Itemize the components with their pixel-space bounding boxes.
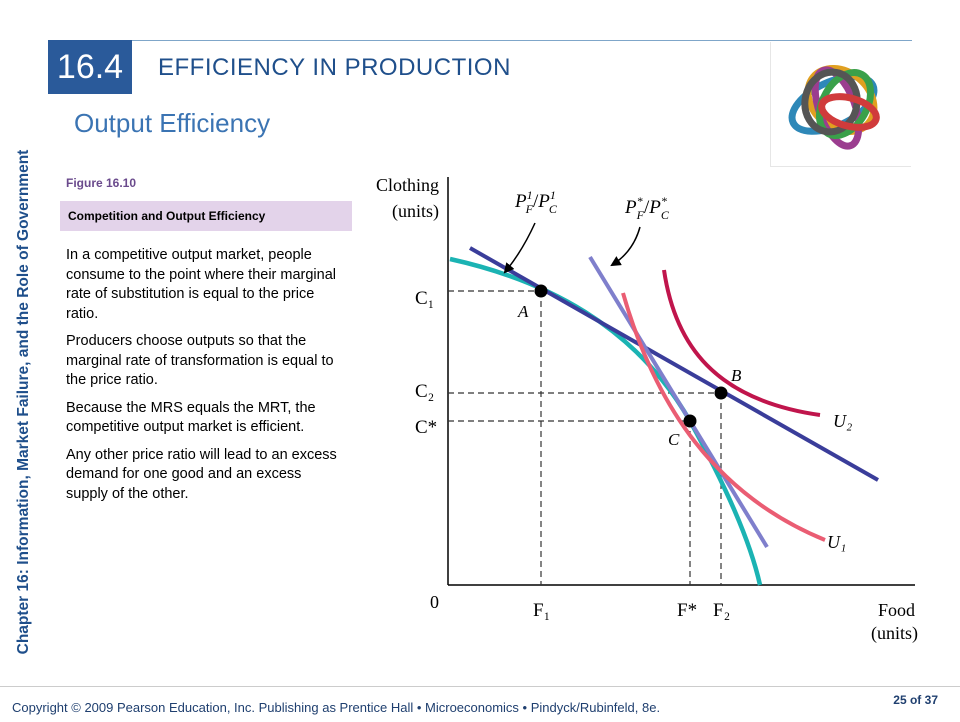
x-tick-f1: F₁ (533, 600, 550, 621)
arrow-1-icon (503, 222, 536, 274)
u2-label: U₂ (833, 411, 852, 431)
x-axis-label: Food (878, 600, 915, 620)
price-line-star (588, 255, 769, 549)
u1-label: U₁ (827, 532, 846, 552)
x-tick-f2: F₂ (713, 600, 730, 621)
ppf-curve (449, 256, 763, 586)
point-b (714, 386, 728, 400)
arrow-star-icon (610, 226, 641, 267)
figure-caption: Competition and Output Efficiency (60, 201, 352, 231)
point-c-label: C (668, 430, 680, 449)
paragraph: Producers choose outputs so that the mar… (66, 333, 334, 388)
page-number: 25 of 37 (893, 693, 938, 707)
slide-subtitle: Output Efficiency (74, 108, 271, 138)
figure-number: Figure 16.10 (66, 176, 137, 190)
x-axis-unit: (units) (871, 623, 918, 644)
header-rule (48, 40, 912, 41)
point-c (683, 414, 697, 428)
point-a-label: A (517, 302, 529, 321)
section-title: EFFICIENCY IN PRODUCTION (158, 54, 511, 81)
section-number: 16.4 (48, 40, 132, 94)
point-a (534, 284, 548, 298)
point-b-label: B (731, 366, 742, 385)
y-tick-cstar: C* (415, 417, 437, 438)
y-tick-c2: C₂ (415, 381, 434, 402)
y-axis-label: Clothing (376, 175, 439, 195)
indifference-curve-u2 (662, 269, 821, 417)
y-tick-c1: C₁ (415, 288, 434, 309)
x-tick-fstar: F* (677, 600, 697, 621)
paragraph: Any other price ratio will lead to an ex… (66, 446, 337, 502)
chapter-sidebar: Chapter 16: Information, Market Failure,… (0, 40, 48, 680)
copyright-text: Copyright © 2009 Pearson Education, Inc.… (12, 700, 661, 715)
footer-rule (0, 686, 960, 687)
price-ratio-star-label: P* F/P* C (624, 194, 670, 222)
y-axis-unit: (units) (392, 201, 439, 222)
indifference-curve-u1 (621, 292, 826, 542)
price-ratio-1-label: P1 F/P1 C (514, 188, 558, 216)
chapter-title: Chapter 16: Information, Market Failure,… (15, 149, 32, 655)
body-text: In a competitive output market, people c… (66, 246, 344, 512)
efficiency-diagram: Clothing (units) Food (units) 0 C₁ C₂ C*… (376, 175, 918, 644)
paragraph: In a competitive output market, people c… (66, 247, 337, 322)
paragraph: Because the MRS equals the MRT, the comp… (66, 399, 316, 436)
origin-label: 0 (430, 592, 439, 612)
rings-logo-icon (770, 42, 911, 167)
